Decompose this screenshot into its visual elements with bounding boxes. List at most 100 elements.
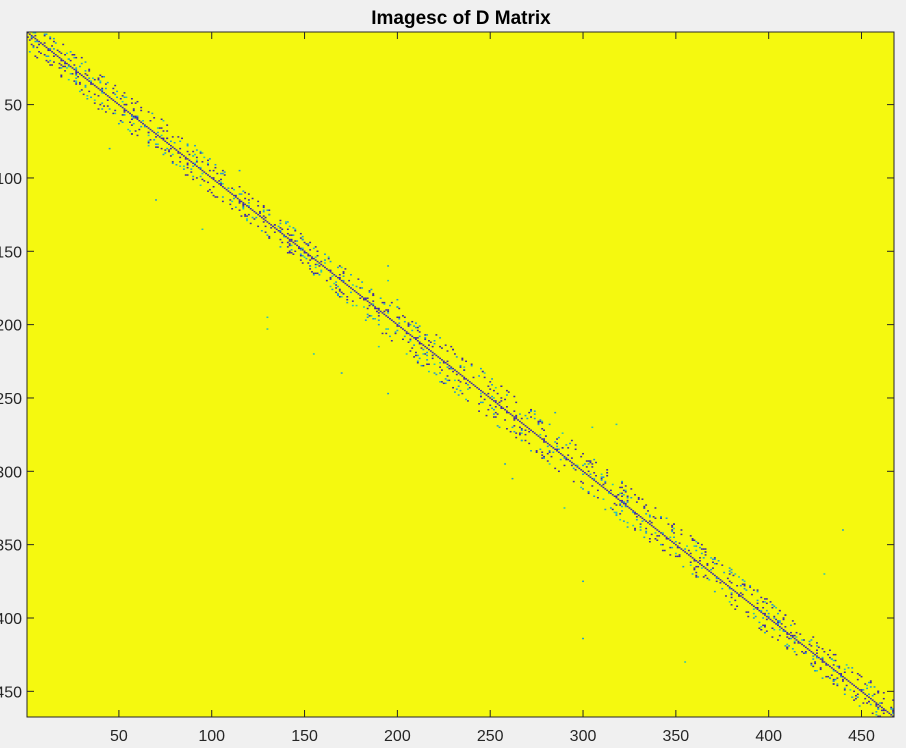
matrix-cell [130,124,133,126]
matrix-cell [778,626,781,628]
matrix-cell [738,576,740,578]
matrix-cell [587,491,590,493]
matrix-cell [548,423,551,426]
matrix-cell [661,543,664,546]
matrix-cell [496,425,499,427]
matrix-cell [316,260,319,263]
matrix-cell [416,354,419,357]
matrix-cell [513,417,516,420]
matrix-cell [446,366,449,368]
matrix-cell [580,455,583,458]
matrix-cell [463,366,466,368]
matrix-cell [149,120,152,122]
matrix-cell [335,284,338,286]
matrix-cell [830,674,833,676]
matrix-cell [156,143,159,145]
matrix-cell [713,590,716,593]
matrix-cell [86,78,89,81]
matrix-cell [132,115,135,118]
matrix-cell [855,686,857,688]
matrix-cell [195,156,198,159]
matrix-cell [402,315,404,317]
matrix-cell [201,172,204,175]
matrix-cell [650,524,653,527]
matrix-cell [765,609,768,612]
matrix-cell [591,485,594,487]
matrix-cell [836,677,839,679]
matrix-cell [862,689,865,691]
matrix-cell [860,689,863,691]
matrix-cell [56,55,59,57]
matrix-cell [359,297,362,299]
matrix-cell [28,33,31,35]
matrix-cell [415,354,417,357]
matrix-cell [290,252,293,254]
matrix-cell [609,492,612,495]
matrix-cell [489,381,492,383]
matrix-cell [318,274,321,276]
matrix-cell [790,624,792,627]
matrix-cell [606,474,609,477]
matrix-cell [626,495,629,497]
matrix-cell [671,546,674,549]
matrix-cell [316,272,319,275]
matrix-cell [639,516,642,518]
matrix-cell [45,59,48,62]
matrix-cell [539,448,542,451]
matrix-cell [621,499,623,502]
matrix-cell [624,485,627,487]
matrix-cell [526,417,529,420]
matrix-cell [791,636,794,638]
matrix-cell [756,589,759,591]
matrix-cell [489,397,492,399]
matrix-cell [808,640,811,643]
matrix-cell [465,378,467,380]
matrix-cell [691,573,694,575]
matrix-cell [682,549,685,552]
matrix-cell [433,342,436,345]
matrix-cell [143,124,146,126]
matrix-cell [78,90,81,93]
matrix-cell [233,194,235,197]
matrix-cell [730,587,733,590]
matrix-cell [51,64,53,66]
matrix-cell [868,693,870,695]
matrix-cell [777,624,779,627]
matrix-cell [86,95,89,97]
matrix-cell [706,562,709,565]
matrix-cell [485,394,488,396]
matrix-cell [54,54,57,56]
matrix-cell [101,102,104,104]
matrix-cell [455,388,458,390]
matrix-cell [60,52,63,55]
matrix-cell [314,256,317,258]
matrix-cell [559,452,562,455]
matrix-cell [106,95,109,97]
matrix-cell [669,546,672,549]
matrix-cell [273,224,276,226]
matrix-cell [448,367,451,370]
matrix-cell [422,344,425,346]
matrix-cell [296,244,299,247]
matrix-cell [734,573,737,575]
matrix-cell [275,228,278,231]
matrix-cell [366,316,369,319]
matrix-cell [782,617,785,619]
matrix-cell [58,62,61,65]
matrix-cell [119,120,122,122]
matrix-cell [203,171,206,173]
matrix-cell [337,266,339,269]
matrix-cell [140,125,143,128]
matrix-cell [38,40,40,43]
matrix-cell [416,329,419,332]
matrix-cell [62,65,65,68]
matrix-cell [834,653,837,656]
matrix-cell [596,496,599,499]
matrix-cell [348,279,351,282]
matrix-cell [736,584,739,587]
matrix-cell [665,536,668,539]
matrix-cell [288,243,291,245]
matrix-cell [821,656,824,659]
matrix-cell [357,278,360,280]
matrix-cell [544,435,547,437]
